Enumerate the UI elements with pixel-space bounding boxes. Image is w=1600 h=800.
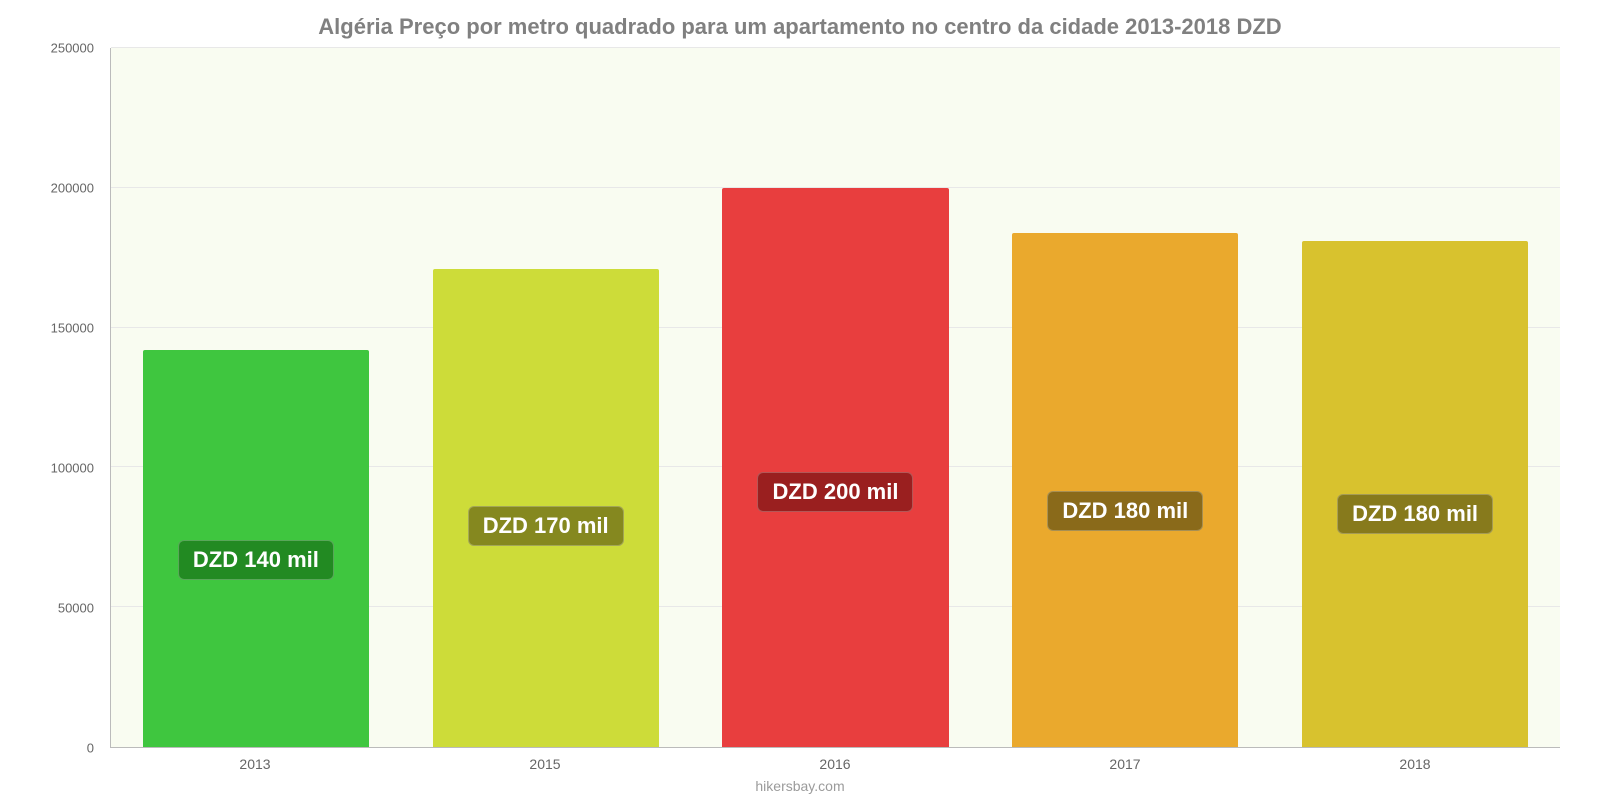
bar-value-label: DZD 180 mil [1047, 491, 1203, 531]
bar-slot: DZD 140 mil [111, 48, 401, 747]
x-axis: 20132015201620172018 [110, 756, 1560, 772]
bar-value-label: DZD 200 mil [758, 472, 914, 512]
bar-value-label: DZD 140 mil [178, 540, 334, 580]
y-axis: 050000100000150000200000250000 [30, 48, 102, 748]
chart-title: Algéria Preço por metro quadrado para um… [30, 14, 1570, 40]
bar-value-label: DZD 170 mil [468, 506, 624, 546]
bar: DZD 180 mil [1302, 241, 1528, 747]
bar-slot: DZD 180 mil [980, 48, 1270, 747]
chart-container: Algéria Preço por metro quadrado para um… [0, 0, 1600, 800]
plot: 050000100000150000200000250000 DZD 140 m… [30, 48, 1570, 748]
bar-slot: DZD 180 mil [1270, 48, 1560, 747]
credit-text: hikersbay.com [0, 778, 1600, 794]
x-tick-label: 2018 [1270, 756, 1560, 772]
bar: DZD 200 mil [722, 188, 948, 747]
y-tick-label: 250000 [30, 41, 94, 56]
y-tick-label: 100000 [30, 461, 94, 476]
y-tick-label: 50000 [30, 601, 94, 616]
x-tick-label: 2017 [980, 756, 1270, 772]
bar-value-label: DZD 180 mil [1337, 494, 1493, 534]
x-tick-label: 2013 [110, 756, 400, 772]
bar: DZD 170 mil [433, 269, 659, 747]
y-tick-label: 200000 [30, 181, 94, 196]
x-tick-label: 2016 [690, 756, 980, 772]
y-tick-label: 0 [30, 741, 94, 756]
bars-group: DZD 140 mil DZD 170 mil DZD 200 mil DZD 180… [111, 48, 1560, 747]
plot-area: DZD 140 mil DZD 170 mil DZD 200 mil DZD 180… [110, 48, 1560, 748]
bar: DZD 140 mil [143, 350, 369, 747]
x-tick-label: 2015 [400, 756, 690, 772]
bar: DZD 180 mil [1012, 233, 1238, 747]
y-tick-label: 150000 [30, 321, 94, 336]
bar-slot: DZD 200 mil [691, 48, 981, 747]
bar-slot: DZD 170 mil [401, 48, 691, 747]
